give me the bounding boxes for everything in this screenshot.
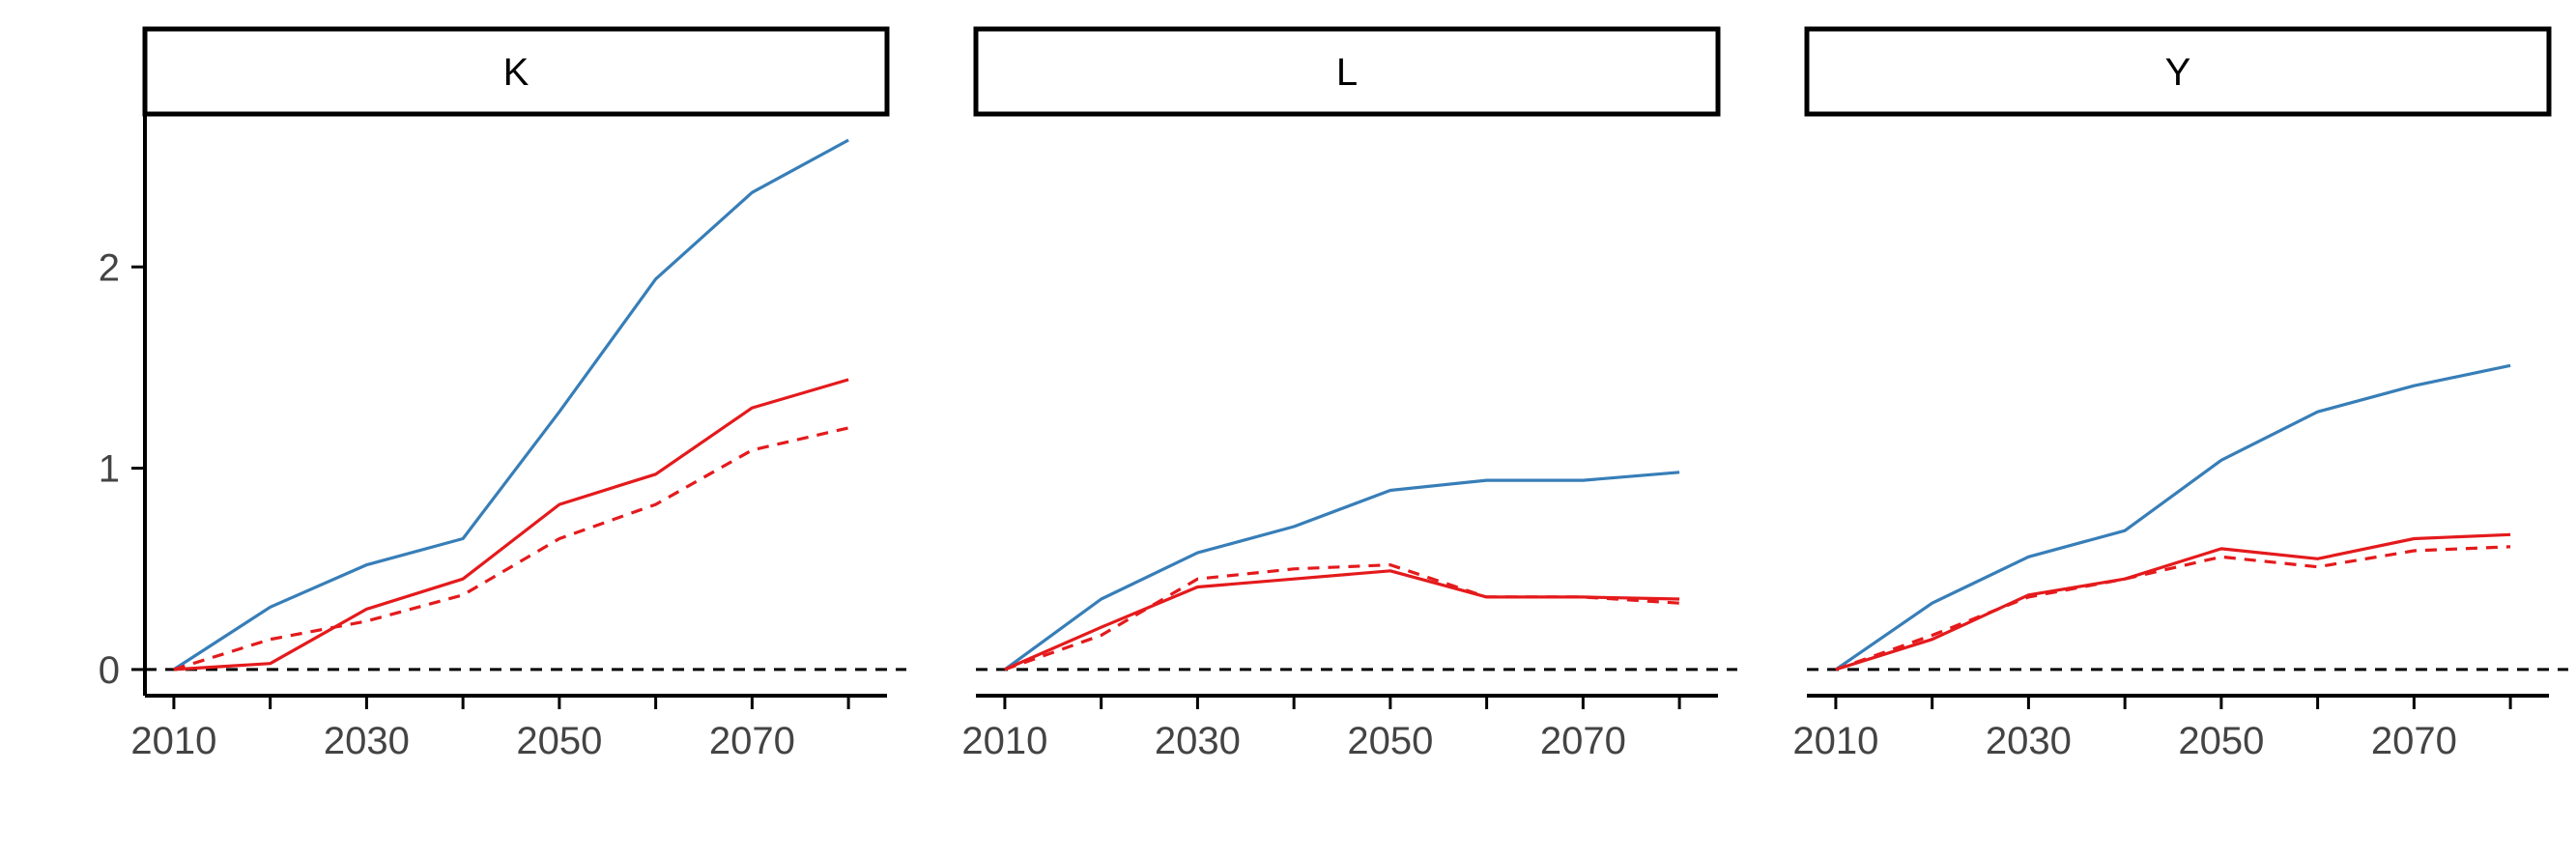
x-tick-label: 2070: [709, 720, 795, 762]
strip-box: [142, 26, 890, 117]
series-line-1: [1003, 471, 1680, 672]
y-tick-label: 0: [99, 649, 120, 692]
series-line-3: [1835, 545, 2511, 672]
y-tick-label: 1: [99, 448, 120, 491]
series-line-3: [1004, 562, 1680, 672]
strip-label: K: [503, 51, 530, 94]
panel-Y: Y 2010 2030 2050 2070: [1792, 26, 2568, 762]
x-tick-label: 2050: [2178, 720, 2264, 762]
x-tick-label: 2050: [1347, 720, 1433, 762]
strip-box: [973, 26, 1721, 117]
x-tick-label: 2070: [1540, 720, 1626, 762]
strip-label: Y: [2165, 51, 2191, 94]
series-line-3: [173, 426, 849, 672]
strip-box: [1804, 26, 2552, 117]
x-tick-label: 2030: [324, 720, 410, 762]
series-line-1: [1834, 363, 2511, 672]
panel-K: K 2010 2030 2050 2070 0 1 2: [99, 26, 906, 762]
x-tick-label: 2010: [961, 720, 1047, 762]
x-tick-label: 2030: [1986, 720, 2072, 762]
y-tick-label: 2: [99, 246, 120, 289]
series-line-2: [173, 378, 849, 672]
series-line-1: [173, 138, 849, 672]
x-tick-label: 2030: [1155, 720, 1241, 762]
x-tick-label: 2050: [516, 720, 602, 762]
panel-L: L 2010 2030 2050 2070: [961, 26, 1737, 762]
strip-label: L: [1336, 51, 1358, 94]
x-tick-label: 2010: [130, 720, 216, 762]
x-tick-label: 2010: [1792, 720, 1878, 762]
series-line-2: [1004, 569, 1680, 672]
series-line-2: [1835, 532, 2511, 672]
x-tick-label: 2070: [2371, 720, 2457, 762]
